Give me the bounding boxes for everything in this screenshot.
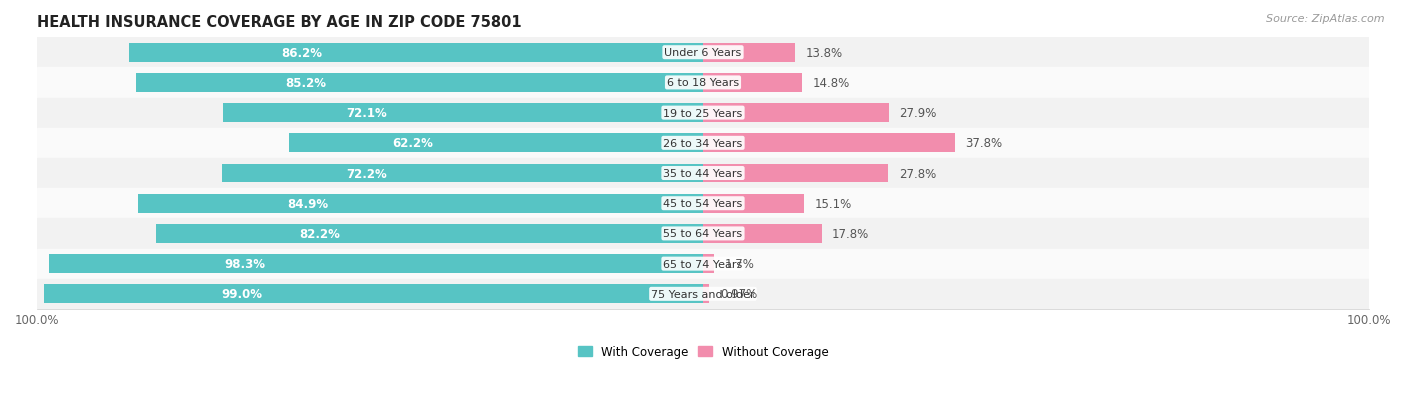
Bar — [703, 195, 803, 213]
Bar — [703, 255, 714, 273]
Text: 86.2%: 86.2% — [281, 47, 322, 59]
Bar — [222, 164, 703, 183]
Bar — [136, 74, 703, 93]
Bar — [703, 44, 794, 62]
Text: 35 to 44 Years: 35 to 44 Years — [664, 169, 742, 178]
Bar — [37, 279, 1369, 309]
Text: 1.7%: 1.7% — [725, 257, 755, 271]
Text: Source: ZipAtlas.com: Source: ZipAtlas.com — [1267, 14, 1385, 24]
Bar — [703, 164, 889, 183]
Text: 55 to 64 Years: 55 to 64 Years — [664, 229, 742, 239]
Text: 99.0%: 99.0% — [221, 287, 262, 301]
Text: 6 to 18 Years: 6 to 18 Years — [666, 78, 740, 88]
Text: 0.97%: 0.97% — [720, 287, 758, 301]
Bar — [703, 74, 801, 93]
Text: Under 6 Years: Under 6 Years — [665, 48, 741, 58]
Text: HEALTH INSURANCE COVERAGE BY AGE IN ZIP CODE 75801: HEALTH INSURANCE COVERAGE BY AGE IN ZIP … — [37, 15, 522, 30]
Text: 75 Years and older: 75 Years and older — [651, 289, 755, 299]
Text: 15.1%: 15.1% — [814, 197, 852, 210]
Text: 72.1%: 72.1% — [347, 107, 388, 120]
Text: 26 to 34 Years: 26 to 34 Years — [664, 138, 742, 148]
Text: 62.2%: 62.2% — [392, 137, 433, 150]
Text: 65 to 74 Years: 65 to 74 Years — [664, 259, 742, 269]
Text: 72.2%: 72.2% — [346, 167, 387, 180]
Text: 37.8%: 37.8% — [966, 137, 1002, 150]
Text: 27.8%: 27.8% — [898, 167, 936, 180]
Text: 45 to 54 Years: 45 to 54 Years — [664, 199, 742, 209]
Bar — [156, 225, 703, 243]
Bar — [37, 189, 1369, 219]
Bar — [703, 104, 889, 123]
Bar — [703, 225, 821, 243]
Bar — [37, 68, 1369, 98]
Text: 98.3%: 98.3% — [225, 257, 266, 271]
Bar — [37, 249, 1369, 279]
Bar — [703, 134, 955, 153]
Bar — [288, 134, 703, 153]
Legend: With Coverage, Without Coverage: With Coverage, Without Coverage — [572, 341, 834, 363]
Bar — [224, 104, 703, 123]
Bar — [37, 98, 1369, 128]
Bar — [37, 219, 1369, 249]
Text: 85.2%: 85.2% — [285, 77, 326, 90]
Text: 82.2%: 82.2% — [299, 228, 340, 240]
Bar — [138, 195, 703, 213]
Text: 14.8%: 14.8% — [813, 77, 849, 90]
Text: 19 to 25 Years: 19 to 25 Years — [664, 108, 742, 119]
Bar — [49, 255, 703, 273]
Bar — [37, 38, 1369, 68]
Bar — [37, 128, 1369, 159]
Text: 13.8%: 13.8% — [806, 47, 842, 59]
Bar — [703, 285, 710, 304]
Bar — [37, 159, 1369, 189]
Text: 27.9%: 27.9% — [900, 107, 936, 120]
Bar — [44, 285, 703, 304]
Text: 84.9%: 84.9% — [287, 197, 328, 210]
Bar — [129, 44, 703, 62]
Text: 17.8%: 17.8% — [832, 228, 869, 240]
